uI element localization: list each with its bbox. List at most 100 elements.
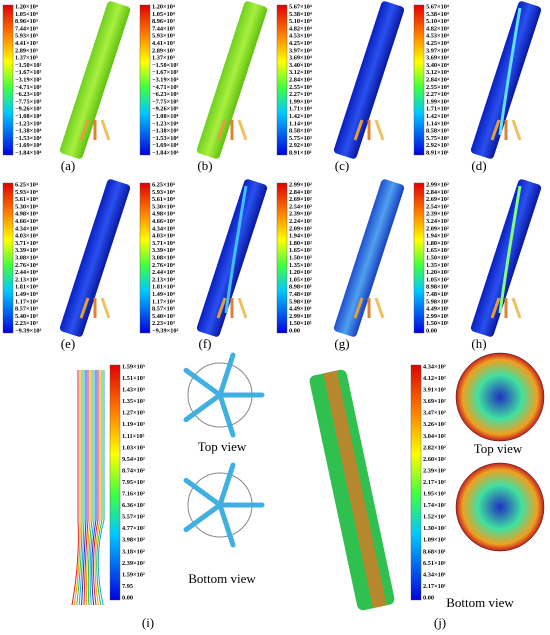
colorbar-label: 2.39×10² [122, 560, 145, 567]
colorbar-label: 4.53×10⁴ [426, 33, 449, 40]
colorbar-label: 3.24×10² [426, 218, 449, 225]
colorbar-label: 7.48×10¹ [289, 291, 312, 298]
colorbar-label: 3.04×10² [423, 433, 446, 440]
colorbar-label: −4.71×10³ [152, 84, 178, 91]
colorbar-label: −1.50×10² [15, 62, 41, 69]
colorbar-label: 3.39×10⁴ [15, 247, 38, 254]
colorbar-label: −1.53×10⁴ [15, 135, 41, 142]
panel-label: (h) [471, 336, 486, 351]
colorbar-label: −1.67×10³ [152, 69, 178, 76]
colorbar-label: 2.84×10⁴ [289, 76, 312, 83]
colorbar-label: 8.98×10¹ [289, 284, 312, 291]
colorbar-label: 1.05×10² [289, 276, 312, 283]
colorbar-label: 4.53×10⁴ [289, 33, 312, 40]
colorbar-label: −4.71×10³ [15, 84, 41, 91]
colorbar-label: 2.13×10⁴ [152, 276, 175, 283]
streamline [85, 370, 91, 606]
streamline [91, 370, 97, 606]
colorbar-label: 8.96×10³ [152, 18, 175, 25]
colorbar-label: 4.12×10² [423, 375, 446, 382]
streamline [92, 370, 99, 606]
colorbar-label: 7.95×10² [122, 479, 145, 486]
colorbar-label: 5.93×10³ [152, 33, 175, 40]
colorbar-label: 5.61×10⁴ [152, 196, 175, 203]
colorbar-label: −1.69×10⁴ [152, 142, 178, 149]
colorbar-label: 1.37×10³ [152, 55, 175, 62]
colorbar-label: 1.50×10¹ [426, 320, 449, 327]
colorbar-label: 8.96×10³ [15, 18, 38, 25]
colorbar-label: 1.43×10³ [122, 387, 145, 394]
inlet-pipe [237, 297, 248, 319]
colorbar-label: 2.89×10³ [152, 47, 175, 54]
colorbar-label: 1.37×10³ [15, 55, 38, 62]
colorbar-label: −1.50×10² [152, 62, 178, 69]
colorbar-label: 1.71×10⁴ [426, 106, 449, 113]
colorbar-label: 8.58×10³ [426, 128, 449, 135]
colorbar-label: 1.99×10⁴ [289, 98, 312, 105]
colorbar [2, 4, 14, 156]
colorbar-label: 0.00 [426, 327, 437, 334]
colorbar-label: 4.03×10⁴ [152, 233, 175, 240]
colorbar-label: 2.39×10² [426, 211, 449, 218]
colorbar-label: 1.20×10² [289, 269, 312, 276]
panel-label: (b) [197, 158, 212, 173]
colorbar-label: 6.25×10⁴ [152, 181, 175, 188]
colorbar-label: 2.17×10¹ [423, 583, 446, 590]
colorbar-label: 1.49×10⁴ [15, 291, 38, 298]
colorbar-label: 3.69×10⁴ [426, 55, 449, 62]
colorbar-label: 2.92×10³ [289, 142, 312, 149]
colorbar-label: 5.40×10³ [15, 313, 38, 320]
colorbar-label: 2.99×10¹ [289, 313, 312, 320]
colorbar-label: 1.20×10⁴ [152, 3, 175, 10]
colorbar-label: 8.68×10¹ [423, 548, 446, 555]
colorbar-label: 2.55×10⁴ [289, 84, 312, 91]
panel: 5.67×10⁴5.38×10⁴5.10×10⁴4.82×10⁴4.53×10⁴… [276, 1, 405, 173]
colorbar-label: 3.40×10⁴ [289, 62, 312, 69]
view-arm [183, 477, 223, 508]
view-arm [217, 462, 236, 508]
colorbar-label: 1.51×10³ [122, 375, 145, 382]
colorbar-label: 1.35×10² [289, 262, 312, 269]
colorbar-label: 1.71×10⁴ [289, 106, 312, 113]
colorbar-label: 3.18×10² [122, 548, 145, 555]
colorbar-label: −3.19×10³ [152, 76, 178, 83]
colorbar-label: 1.14×10⁴ [426, 120, 449, 127]
colorbar [2, 182, 14, 334]
streamline [94, 370, 101, 606]
colorbar-label: 8.57×10³ [15, 306, 38, 313]
colorbar-label: 2.69×10² [426, 196, 449, 203]
colorbar-label: 6.25×10⁴ [15, 181, 38, 188]
view-arm [183, 367, 223, 398]
colorbar [276, 4, 288, 156]
colorbar-label: 2.23×10³ [15, 320, 38, 327]
colorbar-label: 5.98×10¹ [426, 298, 449, 305]
colorbar-label: 2.99×10² [289, 181, 312, 188]
inlet-pipe [511, 119, 522, 141]
colorbar-label: 7.44×10³ [152, 25, 175, 32]
panel-label: (f) [199, 336, 212, 351]
panel: 4.34×10² 4.12×10² 3.91×10² 3.69×10² 3.47×10²… [309, 352, 545, 630]
pipe [59, 1, 131, 159]
colorbar-label: 2.69×10² [289, 196, 312, 203]
colorbar-label: 5.30×10⁴ [15, 203, 38, 210]
panel: 2.99×10²2.84×10²2.69×10²2.54×10²2.39×10²… [276, 179, 405, 351]
view-label: Top view [474, 441, 523, 456]
panel: 6.25×10⁴5.93×10⁴5.61×10⁴5.30×10⁴4.98×10⁴… [2, 179, 131, 351]
colorbar-label: 5.38×10⁴ [289, 11, 312, 18]
pipe-band [323, 370, 387, 609]
colorbar-label: 3.98×10² [122, 537, 145, 544]
panel-label: (j) [434, 615, 446, 630]
pipe [196, 1, 268, 159]
colorbar-label: 1.17×10⁴ [15, 298, 38, 305]
colorbar-label: −1.53×10⁴ [152, 135, 178, 142]
inlet-pipe [353, 297, 364, 319]
colorbar-label: 2.39×10² [289, 211, 312, 218]
colorbar-label: 8.98×10¹ [426, 284, 449, 291]
streamline [71, 370, 79, 606]
colorbar-label: 3.08×10⁴ [15, 254, 38, 261]
colorbar-label: 2.27×10⁴ [426, 91, 449, 98]
colorbar-label: 7.95 [122, 583, 133, 590]
colorbar [109, 364, 121, 601]
colorbar-label: 1.50×10² [289, 254, 312, 261]
colorbar-label: −1.38×10⁴ [15, 128, 41, 135]
